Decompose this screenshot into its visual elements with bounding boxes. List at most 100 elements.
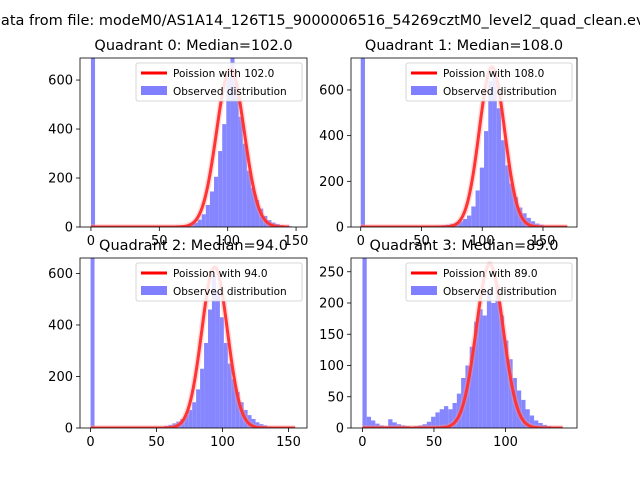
- histogram-bar: [422, 424, 427, 428]
- histogram-bar: [226, 77, 231, 227]
- y-tick-label: 0: [65, 221, 73, 236]
- histogram-bar: [475, 190, 480, 227]
- histogram-bar: [222, 124, 227, 227]
- histogram-bar: [366, 416, 372, 428]
- y-tick-label: 250: [319, 265, 344, 280]
- histogram-bar: [521, 399, 526, 428]
- subplot-title: Quadrant 3: Median=89.0: [370, 238, 559, 254]
- histogram-bar: [529, 415, 535, 428]
- histogram-bar: [197, 219, 202, 227]
- histogram-bar: [90, 58, 96, 227]
- x-tick-label: 150: [276, 435, 301, 450]
- x-tick-label: 50: [426, 435, 443, 450]
- histogram-bar: [431, 416, 436, 428]
- subplot-quadrant-2: 0 50 100 150 0 200 400 600 Quadrant 2: Median=94…: [48, 238, 308, 450]
- axes-frame: [350, 57, 578, 228]
- histogram-bar: [492, 69, 497, 227]
- plot-area: [359, 58, 569, 227]
- histogram-bar: [452, 403, 457, 428]
- histogram-bar: [530, 221, 536, 227]
- legend: Poission with 94.0 Observed distribution: [135, 262, 303, 302]
- legend: Poission with 108.0 Observed distribution: [405, 62, 573, 102]
- legend-box: [405, 262, 573, 302]
- figure-suptitle: Data from file: modeM0/AS1A14_126T15_900…: [0, 13, 640, 29]
- histogram-bar: [201, 214, 206, 227]
- x-tick-label: 50: [151, 234, 168, 249]
- y-tick-label: 600: [48, 74, 73, 89]
- histogram-bar: [247, 415, 252, 428]
- y-tick-label: 200: [319, 297, 344, 312]
- histogram-bar: [448, 409, 453, 428]
- subplot-title: Quadrant 1: Median=108.0: [365, 38, 563, 54]
- y-tick-label: 200: [48, 172, 73, 187]
- histogram-bar: [192, 402, 197, 428]
- legend-bar-swatch: [411, 286, 437, 295]
- histogram-bar: [259, 208, 264, 227]
- histogram-bar: [211, 276, 216, 428]
- legend: Poission with 102.0 Observed distribution: [135, 62, 303, 102]
- legend-box: [135, 62, 303, 102]
- y-tick-label: 0: [65, 422, 73, 437]
- histogram-bar: [505, 165, 510, 227]
- subplot-quadrant-0: 0 50 100 150 0 200 400 600 Quadrant 0: Median=10…: [48, 38, 308, 249]
- histogram-bar: [465, 365, 470, 428]
- histogram-bar: [188, 409, 193, 428]
- subplot-quadrant-1: 0 50 100 150 0 200 400 600 Quadrant 1: Median=10…: [319, 38, 578, 249]
- legend: Poission with 89.0 Observed distribution: [405, 262, 573, 302]
- histogram-bar: [525, 409, 530, 428]
- histogram-bar: [439, 409, 444, 428]
- histogram-bar: [227, 363, 232, 428]
- legend-bar-swatch: [411, 86, 437, 95]
- histogram-bar: [239, 402, 244, 428]
- legend-label-poisson: Poission with 89.0: [443, 268, 538, 280]
- legend-box: [135, 262, 303, 302]
- histogram-bar: [486, 290, 492, 428]
- poisson-curve-glow: [90, 65, 290, 227]
- histogram-bar: [231, 379, 236, 428]
- x-tick-label: 100: [215, 234, 240, 249]
- histogram-bar: [513, 197, 519, 227]
- histogram-bar: [362, 258, 367, 428]
- axes-frame: [350, 257, 578, 429]
- plot-area: [90, 58, 292, 227]
- histogram-bar: [462, 219, 468, 227]
- histogram-bar: [90, 258, 95, 428]
- x-tick-label: 0: [86, 435, 94, 450]
- poisson-curve: [90, 67, 291, 227]
- histogram-bar: [234, 82, 239, 227]
- legend-label-poisson: Poission with 94.0: [173, 268, 268, 280]
- histogram-bar: [200, 368, 205, 428]
- histogram-bar: [456, 393, 462, 428]
- histogram-bar: [495, 284, 500, 428]
- y-tick-label: 50: [327, 390, 344, 405]
- subplot-title: Quadrant 0: Median=102.0: [94, 38, 292, 54]
- histogram-bar: [392, 422, 397, 428]
- poisson-curve-glow: [360, 64, 568, 227]
- histogram-bar: [255, 200, 260, 227]
- subplot-quadrant-3: 0 50 100 0 50 100 150 200 250 Quadrant 3: Median=…: [319, 238, 578, 450]
- histogram-bar: [396, 424, 402, 428]
- legend-label-observed: Observed distribution: [173, 286, 287, 298]
- histogram-bar: [209, 191, 215, 227]
- histogram-bar: [526, 217, 531, 227]
- histogram-bar: [435, 412, 440, 428]
- y-tick-label: 600: [48, 267, 73, 282]
- x-tick-label: 50: [148, 435, 165, 450]
- y-tick-label: 600: [319, 83, 344, 98]
- axes-frame: [79, 257, 308, 429]
- x-tick-label: 0: [87, 234, 95, 249]
- histogram-bar: [360, 58, 365, 227]
- histogram-bar: [504, 340, 509, 428]
- x-tick-label: 100: [493, 435, 518, 450]
- y-tick-label: 150: [319, 328, 344, 343]
- histogram-bar: [375, 423, 380, 428]
- histogram-bar: [478, 309, 483, 428]
- histogram-bar: [246, 170, 251, 227]
- histogram-bar: [542, 424, 547, 428]
- subplot-title: Quadrant 2: Median=94.0: [99, 238, 288, 254]
- histogram-bar: [230, 58, 235, 227]
- axes-frame: [79, 57, 308, 228]
- x-tick-label: 0: [358, 435, 366, 450]
- histogram-bar: [255, 422, 260, 428]
